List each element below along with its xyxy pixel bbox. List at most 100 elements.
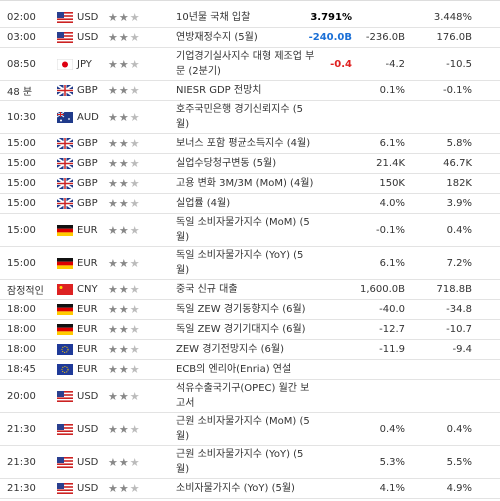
forecast: 1,600.0B xyxy=(359,284,405,295)
flag xyxy=(57,58,73,70)
time: 18:00 xyxy=(7,344,36,355)
flag xyxy=(57,304,73,315)
importance-stars: ★★ ★ xyxy=(108,137,141,150)
importance-stars: ★★ ★ xyxy=(108,389,141,403)
time: 잠정적인 xyxy=(7,286,44,297)
flag-icon xyxy=(57,134,73,153)
event-name: 연방재정수지 (5월) xyxy=(176,32,258,43)
flag-icon xyxy=(57,360,73,379)
previous: 3.448% xyxy=(433,12,472,23)
flag-icon xyxy=(57,48,73,80)
actual: 3.791% xyxy=(310,12,352,23)
importance-stars: ★★ ★ xyxy=(108,11,141,24)
event-name: 호주국민은행 경기신뢰지수 (5월) xyxy=(176,104,304,130)
event-name: 보너스 포함 평균소득지수 (4월) xyxy=(176,138,311,149)
currency: EUR xyxy=(77,224,98,236)
table-row: 18:00 EUR ★★ ★ 독일 ZEW 경기동향지수 (6월) -40.0 -34.8 xyxy=(0,300,500,320)
table-row: 20:00 USD ★★ ★ 석유수출국기구(OPEC) 월간 보고서 xyxy=(0,380,500,413)
table-row: 18:00 EUR ★★ ★ ZEW 경기전망지수 (6월) -11.9 -9.4 xyxy=(0,340,500,360)
flag-icon xyxy=(57,81,73,100)
flag-icon xyxy=(57,101,73,133)
table-row: 15:00 EUR ★★ ★ 독일 소비자물가지수 (YoY) (5월) 6.1% 7.2% xyxy=(0,247,500,280)
importance-stars: ★★ ★ xyxy=(108,343,141,356)
event-name: NIESR GDP 전망치 xyxy=(176,85,262,96)
previous: 176.0B xyxy=(436,32,473,43)
importance-stars: ★★ ★ xyxy=(108,110,141,124)
previous: 182K xyxy=(446,178,472,189)
flag-icon xyxy=(57,247,73,279)
table-row: 15:00 GBP ★★ ★ 보너스 포함 평균소득지수 (4월) 6.1% 5.8% xyxy=(0,134,500,154)
currency: EUR xyxy=(77,344,98,355)
table-row: 18:00 EUR ★★ ★ 독일 ZEW 경기기대지수 (6월) -12.7 -10.7 xyxy=(0,320,500,340)
currency: GBP xyxy=(77,178,98,189)
table-row: 15:00 EUR ★★ ★ 독일 소비자물가지수 (MoM) (5월) -0.1% 0.4… xyxy=(0,214,500,247)
forecast: 0.1% xyxy=(379,85,405,96)
time: 15:00 xyxy=(7,138,36,149)
flag xyxy=(57,284,73,295)
currency: EUR xyxy=(77,324,98,335)
forecast: 150K xyxy=(379,178,405,189)
currency: GBP xyxy=(77,198,98,209)
table-row: 15:00 GBP ★★ ★ 실업수당청구변동 (5월) 21.4K 46.7K xyxy=(0,154,500,174)
time: 15:00 xyxy=(7,178,36,189)
previous: 46.7K xyxy=(443,158,472,169)
flag xyxy=(57,390,73,402)
flag-icon xyxy=(57,214,73,246)
flag xyxy=(57,111,73,123)
forecast: 5.3% xyxy=(379,456,405,468)
flag-icon xyxy=(57,8,73,27)
flag-icon xyxy=(57,28,73,47)
flag xyxy=(57,158,73,169)
importance-stars: ★★ ★ xyxy=(108,157,141,170)
forecast: 4.1% xyxy=(379,483,405,494)
flag-icon xyxy=(57,280,73,299)
importance-stars: ★★ ★ xyxy=(108,223,141,237)
table-row: 21:30 USD ★★ ★ 근원 소비자물가지수 (MoM) (5월) 0.4% 0.4% xyxy=(0,413,500,446)
flag-icon xyxy=(57,479,73,498)
importance-stars: ★★ ★ xyxy=(108,482,141,495)
event-name: 10년물 국채 입찰 xyxy=(176,12,251,23)
currency: USD xyxy=(77,12,99,23)
flag xyxy=(57,224,73,236)
event-name: 소비자물가지수 (YoY) (5월) xyxy=(176,483,295,494)
flag xyxy=(57,344,73,355)
importance-stars: ★★ ★ xyxy=(108,31,141,44)
previous: 5.5% xyxy=(446,456,472,468)
importance-stars: ★★ ★ xyxy=(108,256,141,270)
actual: -240.0B xyxy=(308,32,352,43)
time: 15:00 xyxy=(7,224,36,236)
previous: 3.9% xyxy=(446,198,472,209)
event-name: 기업경기실사지수 대형 제조업 부문 (2분기) xyxy=(176,51,315,77)
previous: -0.1% xyxy=(442,85,472,96)
importance-stars: ★★ ★ xyxy=(108,323,141,336)
currency: USD xyxy=(77,390,99,402)
forecast: 21.4K xyxy=(376,158,405,169)
flag xyxy=(57,423,73,435)
importance-stars: ★★ ★ xyxy=(108,283,141,296)
time: 21:30 xyxy=(7,423,36,435)
currency: EUR xyxy=(77,257,98,269)
forecast: 6.1% xyxy=(379,138,405,149)
importance-stars: ★★ ★ xyxy=(108,177,141,190)
table-row: 21:30 USD ★★ ★ 소비자물가지수 (YoY) (5월) 4.1% 4.9% xyxy=(0,479,500,499)
forecast: -40.0 xyxy=(379,304,405,315)
previous: -34.8 xyxy=(446,304,472,315)
time: 08:50 xyxy=(7,58,36,70)
time: 21:30 xyxy=(7,456,36,468)
table-row: 21:30 USD ★★ ★ 근원 소비자물가지수 (YoY) (5월) 5.3% 5.5% xyxy=(0,446,500,479)
actual: -0.4 xyxy=(330,58,352,70)
flag xyxy=(57,483,73,494)
event-name: 실업수당청구변동 (5월) xyxy=(176,158,277,169)
event-name: 독일 ZEW 경기기대지수 (6월) xyxy=(176,324,306,335)
table-row: 15:00 GBP ★★ ★ 고용 변화 3M/3M (MoM) (4월) 150K 182… xyxy=(0,174,500,194)
event-name: 근원 소비자물가지수 (YoY) (5월) xyxy=(176,449,304,475)
previous: -10.7 xyxy=(446,324,472,335)
previous: 0.4% xyxy=(446,224,472,236)
flag-icon xyxy=(57,446,73,478)
importance-stars: ★★ ★ xyxy=(108,422,141,436)
flag-icon xyxy=(57,194,73,213)
forecast: -11.9 xyxy=(379,344,405,355)
event-name: 독일 소비자물가지수 (YoY) (5월) xyxy=(176,250,304,276)
importance-stars: ★★ ★ xyxy=(108,303,141,316)
time: 03:00 xyxy=(7,32,36,43)
